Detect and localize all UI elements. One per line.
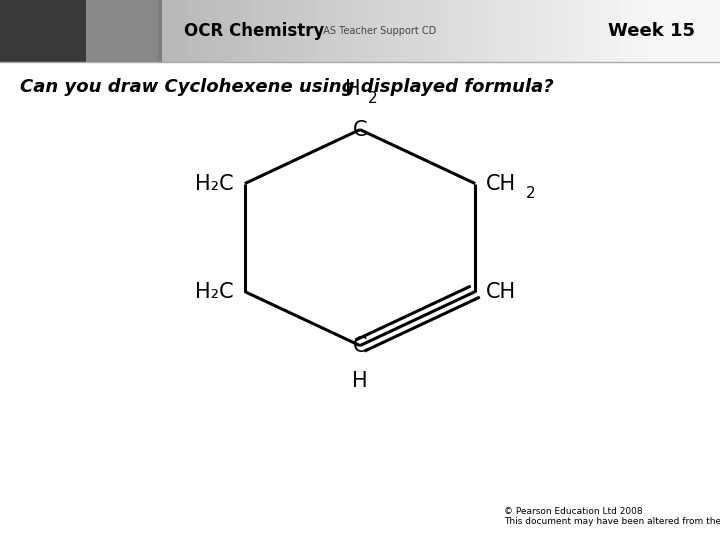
Bar: [630, 0, 641, 62]
Bar: [342, 0, 353, 62]
Bar: [324, 0, 334, 62]
Bar: [477, 0, 487, 62]
Bar: [0, 0, 86, 62]
Text: CH: CH: [486, 281, 516, 302]
Bar: [27, 0, 37, 62]
Bar: [198, 0, 209, 62]
Bar: [243, 0, 253, 62]
Bar: [86, 0, 158, 62]
Bar: [45, 0, 55, 62]
Bar: [108, 0, 119, 62]
Bar: [153, 0, 163, 62]
Bar: [189, 0, 199, 62]
Text: 2: 2: [368, 91, 378, 106]
Bar: [315, 0, 325, 62]
Bar: [684, 0, 694, 62]
Text: C: C: [353, 119, 367, 140]
Bar: [567, 0, 577, 62]
Bar: [711, 0, 720, 62]
Bar: [9, 0, 19, 62]
Text: 2: 2: [526, 186, 535, 201]
Bar: [360, 0, 370, 62]
Bar: [279, 0, 289, 62]
Bar: [99, 0, 109, 62]
Bar: [666, 0, 677, 62]
Bar: [549, 0, 559, 62]
Bar: [405, 0, 415, 62]
Bar: [702, 0, 712, 62]
Bar: [18, 0, 29, 62]
Bar: [171, 0, 181, 62]
Bar: [396, 0, 407, 62]
Bar: [252, 0, 262, 62]
Bar: [522, 0, 532, 62]
Bar: [450, 0, 461, 62]
Bar: [351, 0, 361, 62]
Bar: [126, 0, 137, 62]
Bar: [270, 0, 281, 62]
Bar: [468, 0, 478, 62]
Bar: [585, 0, 595, 62]
Bar: [216, 0, 226, 62]
Bar: [333, 0, 343, 62]
Bar: [207, 0, 217, 62]
Text: © Pearson Education Ltd 2008
This document may have been altered from the origin: © Pearson Education Ltd 2008 This docume…: [504, 507, 720, 526]
Bar: [612, 0, 622, 62]
Text: Week 15: Week 15: [608, 22, 695, 40]
Bar: [423, 0, 433, 62]
Text: H: H: [352, 370, 368, 391]
Bar: [495, 0, 505, 62]
Text: AS Teacher Support CD: AS Teacher Support CD: [317, 26, 436, 36]
Bar: [486, 0, 497, 62]
Bar: [297, 0, 307, 62]
Bar: [594, 0, 604, 62]
Bar: [54, 0, 65, 62]
Bar: [558, 0, 569, 62]
Bar: [180, 0, 190, 62]
Bar: [603, 0, 613, 62]
Bar: [117, 0, 127, 62]
Bar: [234, 0, 245, 62]
Bar: [414, 0, 424, 62]
Bar: [504, 0, 514, 62]
Bar: [0, 0, 11, 62]
Text: OCR Chemistry: OCR Chemistry: [184, 22, 324, 40]
Bar: [531, 0, 541, 62]
Bar: [90, 0, 101, 62]
Bar: [369, 0, 379, 62]
Bar: [441, 0, 451, 62]
Bar: [540, 0, 550, 62]
Bar: [36, 0, 46, 62]
Bar: [162, 0, 173, 62]
Bar: [459, 0, 469, 62]
Bar: [144, 0, 154, 62]
Bar: [576, 0, 586, 62]
Bar: [135, 0, 145, 62]
Bar: [432, 0, 442, 62]
Bar: [288, 0, 299, 62]
Bar: [72, 0, 82, 62]
Bar: [513, 0, 523, 62]
Text: C: C: [353, 335, 367, 356]
Bar: [639, 0, 649, 62]
Bar: [387, 0, 397, 62]
Text: H₂C: H₂C: [195, 281, 234, 302]
Bar: [225, 0, 235, 62]
Text: Can you draw Cyclohexene using displayed formula?: Can you draw Cyclohexene using displayed…: [20, 78, 554, 96]
Bar: [63, 0, 73, 62]
Bar: [648, 0, 658, 62]
Bar: [657, 0, 667, 62]
Bar: [378, 0, 389, 62]
Text: CH: CH: [486, 173, 516, 194]
Text: H: H: [345, 79, 361, 99]
Bar: [621, 0, 631, 62]
Text: H₂C: H₂C: [195, 173, 234, 194]
Bar: [306, 0, 317, 62]
Bar: [81, 0, 91, 62]
Bar: [675, 0, 685, 62]
Bar: [693, 0, 703, 62]
Bar: [261, 0, 271, 62]
